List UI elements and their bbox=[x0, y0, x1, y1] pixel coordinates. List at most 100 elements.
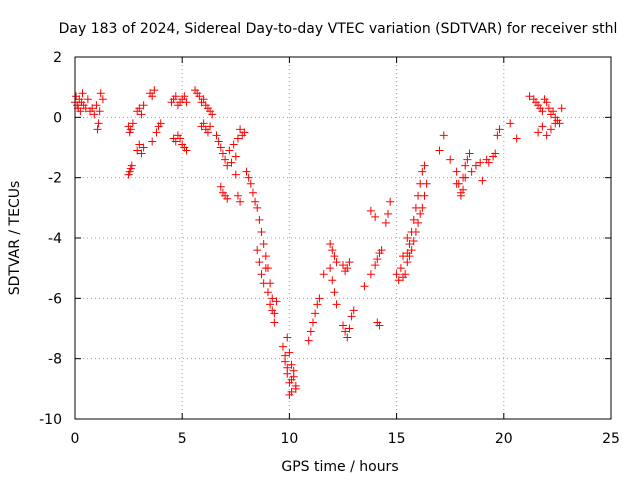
data-point bbox=[176, 134, 185, 143]
y-tick-label: -10 bbox=[39, 412, 62, 428]
data-point bbox=[221, 155, 230, 164]
data-point bbox=[76, 107, 85, 116]
data-point bbox=[206, 122, 215, 131]
data-point bbox=[345, 258, 354, 267]
data-point bbox=[467, 167, 476, 176]
data-point bbox=[289, 366, 298, 375]
data-point bbox=[476, 158, 485, 167]
data-point bbox=[319, 270, 328, 279]
data-point bbox=[349, 306, 358, 315]
data-point bbox=[414, 218, 423, 227]
data-point bbox=[366, 270, 375, 279]
data-point bbox=[216, 143, 225, 152]
data-point bbox=[88, 104, 97, 113]
data-point bbox=[96, 89, 105, 98]
data-point bbox=[283, 333, 292, 342]
data-point bbox=[203, 128, 212, 137]
data-point bbox=[283, 369, 292, 378]
data-point bbox=[98, 95, 107, 104]
data-point bbox=[493, 131, 502, 140]
data-point bbox=[95, 107, 104, 116]
data-point bbox=[223, 161, 232, 170]
data-point bbox=[268, 306, 277, 315]
data-point bbox=[135, 140, 144, 149]
data-point bbox=[216, 182, 225, 191]
data-point bbox=[463, 155, 472, 164]
x-axis-label: GPS time / hours bbox=[281, 459, 398, 475]
data-point bbox=[330, 288, 339, 297]
data-point bbox=[306, 327, 315, 336]
y-tick-label: 2 bbox=[53, 50, 62, 66]
data-point bbox=[261, 264, 270, 273]
data-point bbox=[236, 197, 245, 206]
data-point bbox=[465, 149, 474, 158]
data-point bbox=[538, 122, 547, 131]
data-point bbox=[126, 125, 135, 134]
data-point bbox=[281, 357, 290, 366]
data-point bbox=[461, 161, 470, 170]
data-point bbox=[403, 249, 412, 258]
data-point bbox=[182, 98, 191, 107]
data-point bbox=[459, 185, 468, 194]
data-point bbox=[360, 282, 369, 291]
data-points bbox=[71, 86, 566, 399]
data-point bbox=[171, 137, 180, 146]
data-point bbox=[328, 276, 337, 285]
data-point bbox=[259, 240, 268, 249]
data-point bbox=[257, 270, 266, 279]
data-point bbox=[128, 119, 137, 128]
data-point bbox=[278, 342, 287, 351]
data-point bbox=[373, 255, 382, 264]
data-point bbox=[377, 246, 386, 255]
data-point bbox=[150, 86, 159, 95]
data-point bbox=[248, 188, 257, 197]
data-point bbox=[270, 318, 279, 327]
data-point bbox=[409, 237, 418, 246]
x-tick-label: 5 bbox=[178, 431, 187, 447]
data-point bbox=[332, 300, 341, 309]
data-point bbox=[291, 384, 300, 393]
data-point bbox=[148, 137, 157, 146]
data-point bbox=[225, 146, 234, 155]
chart-title: Day 183 of 2024, Sidereal Day-to-day VTE… bbox=[59, 21, 618, 37]
data-point bbox=[366, 206, 375, 215]
data-point bbox=[435, 146, 444, 155]
data-point bbox=[461, 173, 470, 182]
data-point bbox=[534, 128, 543, 137]
data-point bbox=[452, 167, 461, 176]
data-point bbox=[313, 300, 322, 309]
data-point bbox=[326, 264, 335, 273]
data-point bbox=[557, 104, 566, 113]
data-point bbox=[471, 161, 480, 170]
data-point bbox=[259, 279, 268, 288]
data-point bbox=[246, 179, 255, 188]
data-point bbox=[538, 107, 547, 116]
data-point bbox=[137, 110, 146, 119]
data-point bbox=[439, 131, 448, 140]
data-point bbox=[266, 300, 275, 309]
data-point bbox=[180, 92, 189, 101]
data-point bbox=[551, 119, 560, 128]
data-point bbox=[495, 125, 504, 134]
data-point bbox=[546, 125, 555, 134]
axis-ticks: 0 5 10 15 20 25 -10 -8 -6 -4 -2 0 2 bbox=[39, 50, 620, 447]
data-point bbox=[263, 288, 272, 297]
data-point bbox=[261, 252, 270, 261]
data-point bbox=[139, 101, 148, 110]
data-point bbox=[506, 119, 515, 128]
data-point bbox=[90, 110, 99, 119]
data-point bbox=[345, 324, 354, 333]
data-point bbox=[208, 110, 217, 119]
data-point bbox=[542, 131, 551, 140]
data-point bbox=[418, 167, 427, 176]
data-point bbox=[399, 252, 408, 261]
data-point bbox=[233, 191, 242, 200]
data-point bbox=[127, 161, 136, 170]
data-point bbox=[401, 270, 410, 279]
data-point bbox=[339, 321, 347, 330]
data-point bbox=[375, 321, 384, 330]
data-point bbox=[420, 161, 429, 170]
y-tick-label: 0 bbox=[53, 110, 62, 126]
data-point bbox=[414, 191, 423, 200]
data-point bbox=[229, 140, 238, 149]
